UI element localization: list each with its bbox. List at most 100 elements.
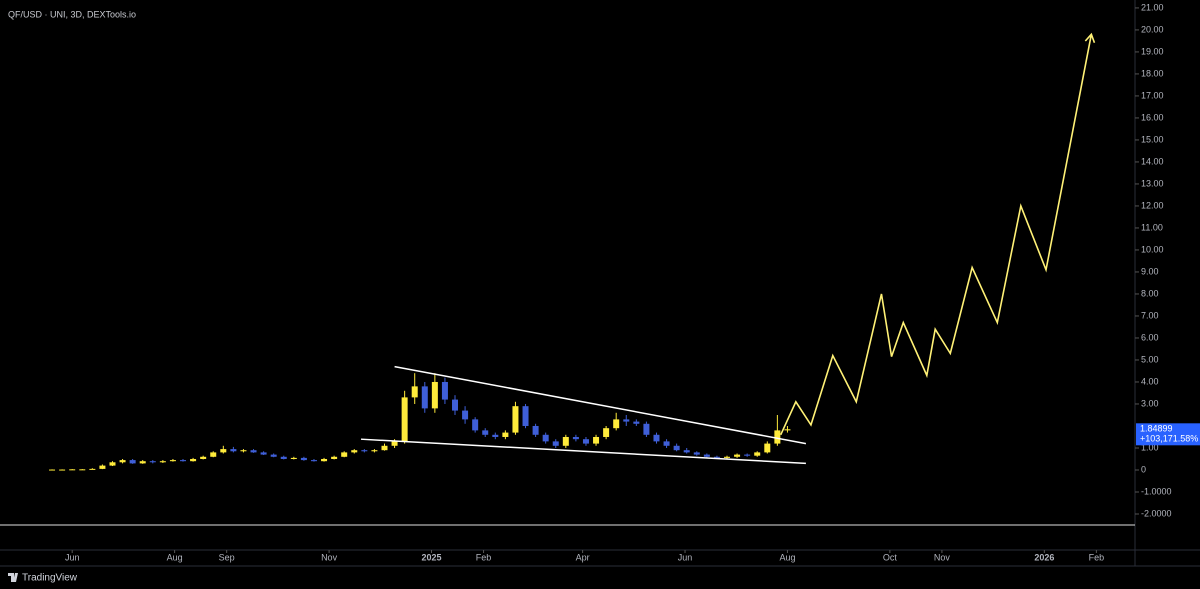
- candle-body: [683, 450, 690, 453]
- candle-body: [109, 462, 116, 466]
- candle-body: [280, 456, 287, 459]
- candle-body: [693, 452, 700, 455]
- candle-body: [200, 456, 207, 459]
- candle-body: [613, 419, 620, 429]
- candle-body: [149, 461, 156, 463]
- x-tick-label: Apr: [576, 552, 590, 562]
- candle-body: [89, 468, 96, 470]
- y-tick-label: 3.00: [1141, 398, 1159, 408]
- candle-body: [542, 434, 549, 442]
- candle-body: [270, 454, 277, 457]
- candle-body: [159, 461, 166, 463]
- x-tick-label: Feb: [476, 552, 492, 562]
- candle-body: [169, 460, 176, 462]
- candle-body: [331, 456, 338, 459]
- candle-body: [582, 439, 589, 444]
- candle-body: [99, 465, 106, 469]
- y-tick-label: 5.00: [1141, 354, 1159, 364]
- y-tick-label: 21.00: [1141, 2, 1164, 12]
- candle-body: [452, 399, 459, 411]
- projection-arrowhead: [1084, 32, 1096, 44]
- candle-body: [663, 441, 670, 446]
- y-tick-label: 18.00: [1141, 68, 1164, 78]
- candle-body: [673, 445, 680, 451]
- candle-body: [623, 419, 630, 422]
- candle-body: [431, 381, 438, 409]
- candle-body: [69, 469, 76, 471]
- candle-body: [129, 460, 136, 464]
- candle-body: [139, 461, 146, 464]
- x-tick-label: 2025: [421, 552, 441, 562]
- candle-body: [240, 450, 247, 452]
- candle-body: [774, 430, 781, 444]
- candle-body: [713, 456, 720, 458]
- trendline: [394, 365, 807, 445]
- x-tick-label: Feb: [1089, 552, 1105, 562]
- y-tick-label: 17.00: [1141, 90, 1164, 100]
- candle-body: [391, 441, 398, 446]
- y-tick-label: 20.00: [1141, 24, 1164, 34]
- brand-text: TradingView: [22, 573, 78, 584]
- candle-body: [482, 430, 489, 435]
- x-tick-label: Oct: [883, 552, 898, 562]
- candle-body: [522, 406, 529, 426]
- candle-body: [754, 452, 761, 456]
- candle-body: [361, 450, 368, 452]
- candle-body: [532, 425, 539, 435]
- candle-body: [572, 436, 579, 440]
- candle-body: [371, 450, 378, 452]
- candle-body: [411, 386, 418, 398]
- projection-line: [780, 34, 1093, 436]
- candle-body: [784, 429, 791, 431]
- candle-body: [462, 410, 469, 420]
- candle-body: [290, 457, 297, 459]
- candle-body: [381, 445, 388, 451]
- candle-body: [643, 423, 650, 435]
- candle-body: [502, 432, 509, 437]
- candle-body: [250, 450, 257, 453]
- candle-body: [744, 454, 751, 456]
- candle-body: [562, 436, 569, 446]
- candle-body: [351, 450, 358, 453]
- y-tick-label: 11.00: [1141, 222, 1163, 232]
- candle-body: [441, 381, 448, 400]
- candle-body: [119, 460, 126, 463]
- candle-body: [401, 397, 408, 442]
- x-tick-label: Nov: [934, 552, 951, 562]
- y-tick-label: 15.00: [1141, 134, 1164, 144]
- candle-body: [79, 469, 86, 471]
- candle-body: [210, 452, 217, 457]
- candle-body: [603, 428, 610, 437]
- y-tick-label: 4.00: [1141, 376, 1159, 386]
- y-tick-label: -1.0000: [1141, 486, 1172, 496]
- candle-body: [300, 457, 307, 461]
- candle-body: [633, 421, 640, 424]
- y-tick-label: 10.00: [1141, 244, 1164, 254]
- candle-body: [341, 452, 348, 457]
- y-tick-label: 13.00: [1141, 178, 1164, 188]
- y-tick-label: 1.00: [1141, 442, 1159, 452]
- candle-body: [492, 434, 499, 437]
- y-tick-label: 0: [1141, 464, 1146, 474]
- y-tick-label: 6.00: [1141, 332, 1159, 342]
- last-price-box: [1136, 423, 1200, 446]
- candle-body: [220, 449, 227, 453]
- brand: TradingView: [8, 573, 78, 584]
- x-tick-label: Aug: [167, 552, 183, 562]
- candle-body: [703, 454, 710, 457]
- candle-body: [552, 441, 559, 446]
- candle-body: [190, 458, 197, 462]
- chart-title: QF/USD · UNI, 3D, DEXTools.io: [8, 9, 136, 19]
- y-tick-label: 7.00: [1141, 310, 1159, 320]
- candle-body: [230, 449, 237, 452]
- y-tick-label: -2.0000: [1141, 508, 1172, 518]
- candle-body: [321, 458, 328, 462]
- candle-body: [734, 454, 741, 457]
- candle-body: [472, 419, 479, 431]
- y-tick-label: 16.00: [1141, 112, 1164, 122]
- last-change: +103,171.58%: [1140, 434, 1198, 444]
- candle-body: [653, 434, 660, 442]
- trendline: [360, 438, 806, 465]
